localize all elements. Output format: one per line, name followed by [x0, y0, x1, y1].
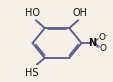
Text: OH: OH: [72, 8, 87, 18]
Text: O: O: [98, 33, 105, 42]
Text: ⁻: ⁻: [102, 32, 107, 41]
Text: O: O: [98, 44, 105, 53]
Text: HS: HS: [24, 68, 38, 78]
Text: N: N: [88, 38, 96, 48]
Text: HO: HO: [25, 8, 40, 18]
